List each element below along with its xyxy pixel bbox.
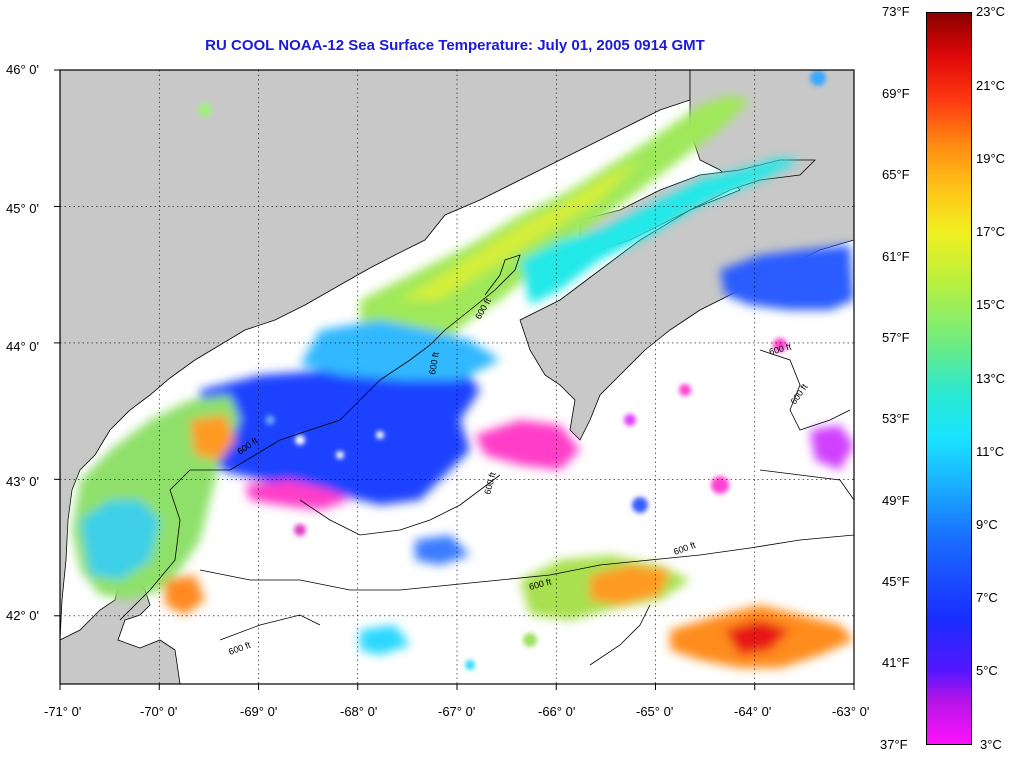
sst-dot — [632, 497, 648, 513]
sst-dot — [198, 103, 212, 117]
map-title: RU COOL NOAA-12 Sea Surface Temperature:… — [205, 37, 705, 54]
colorbar-c-label: 9°C — [976, 517, 998, 532]
lat-label: 44° 0' — [6, 339, 39, 354]
sst-dot — [376, 431, 384, 439]
sst-dot — [294, 524, 306, 536]
grid — [60, 70, 854, 684]
sst-dot — [295, 435, 305, 445]
sst-dot — [810, 70, 826, 86]
colorbar-f-label: 41°F — [882, 655, 910, 670]
colorbar-c-label: 3°C — [980, 737, 1002, 752]
colorbar-f-label: 69°F — [882, 86, 910, 101]
colorbar-f-label: 65°F — [882, 167, 910, 182]
land-maine — [60, 70, 691, 641]
depth-contours — [119, 254, 854, 666]
colorbar-f-label: 45°F — [882, 574, 910, 589]
sst-fundy-cyan — [520, 158, 800, 305]
contour-line — [219, 614, 321, 641]
colorbar-c-label: 7°C — [976, 590, 998, 605]
lon-label: -63° 0' — [832, 704, 870, 719]
lat-label: 46° 0' — [6, 62, 39, 77]
sst-orange-patch — [190, 415, 235, 460]
lon-label: -71° 0' — [44, 704, 82, 719]
colorbar-c-label: 11°C — [976, 444, 1005, 459]
lon-label: -64° 0' — [734, 704, 772, 719]
sst-dot — [624, 414, 636, 426]
colorbar-c-label: 23°C — [976, 4, 1006, 19]
colorbar-c-label: 5°C — [976, 663, 998, 678]
sst-cape-orange — [165, 575, 205, 615]
sst-pink-center — [475, 420, 580, 470]
sst-south-blue — [415, 535, 470, 565]
sst-south-cyan — [360, 625, 410, 655]
sst-dot — [711, 476, 729, 494]
sst-dot — [336, 451, 344, 459]
colorbar-c-label: 19°C — [976, 151, 1006, 166]
sst-fundy-yellow — [400, 160, 640, 300]
contour-line — [199, 534, 854, 591]
land-cape-cod — [60, 574, 181, 684]
sst-layer — [72, 95, 854, 668]
lat-label: 43° 0' — [6, 474, 39, 489]
colorbar-f-label: 73°F — [882, 4, 910, 19]
colorbar-c-label: 21°C — [976, 78, 1006, 93]
sst-pink-west — [245, 480, 350, 510]
contour-line — [589, 604, 651, 666]
contour-label: 600 ft — [427, 351, 441, 375]
ticks — [54, 69, 855, 690]
sst-ns-blue — [720, 245, 854, 310]
contour-line — [299, 474, 501, 536]
lon-label: -66° 0' — [538, 704, 576, 719]
lon-label: -65° 0' — [636, 704, 674, 719]
colorbar-f-label: 49°F — [882, 493, 910, 508]
lat-label: 42° 0' — [6, 608, 39, 623]
lon-label: -69° 0' — [240, 704, 278, 719]
sst-west-cyan — [80, 500, 160, 580]
contour-line — [119, 254, 521, 621]
colorbar-f-label: 57°F — [882, 330, 910, 345]
sst-dot — [679, 384, 691, 396]
sst-dot — [265, 415, 275, 425]
sst-gulf-blue — [200, 365, 480, 505]
colorbar-c-label: 13°C — [976, 371, 1006, 386]
lat-label: 45° 0' — [6, 201, 39, 216]
sst-southeast-red — [725, 620, 790, 655]
colorbar-f-label: 53°F — [882, 411, 910, 426]
lon-label: -67° 0' — [438, 704, 476, 719]
contour-line — [759, 349, 851, 431]
colorbar-f-label: 61°F — [882, 249, 910, 264]
colorbar-c-label: 17°C — [976, 224, 1006, 239]
sst-georges-orange — [590, 565, 670, 605]
sst-noise — [198, 70, 826, 670]
sst-gulf-cyan — [300, 320, 500, 380]
temperature-colorbar — [926, 12, 972, 745]
sst-dot — [773, 338, 787, 352]
contour-line — [759, 469, 854, 501]
sst-dot — [465, 660, 475, 670]
lon-label: -70° 0' — [140, 704, 178, 719]
sst-pink-east — [810, 425, 854, 470]
colorbar-c-label: 15°C — [976, 297, 1006, 312]
sst-dot — [523, 633, 537, 647]
lon-label: -68° 0' — [340, 704, 378, 719]
colorbar-f-label: 37°F — [880, 737, 908, 752]
